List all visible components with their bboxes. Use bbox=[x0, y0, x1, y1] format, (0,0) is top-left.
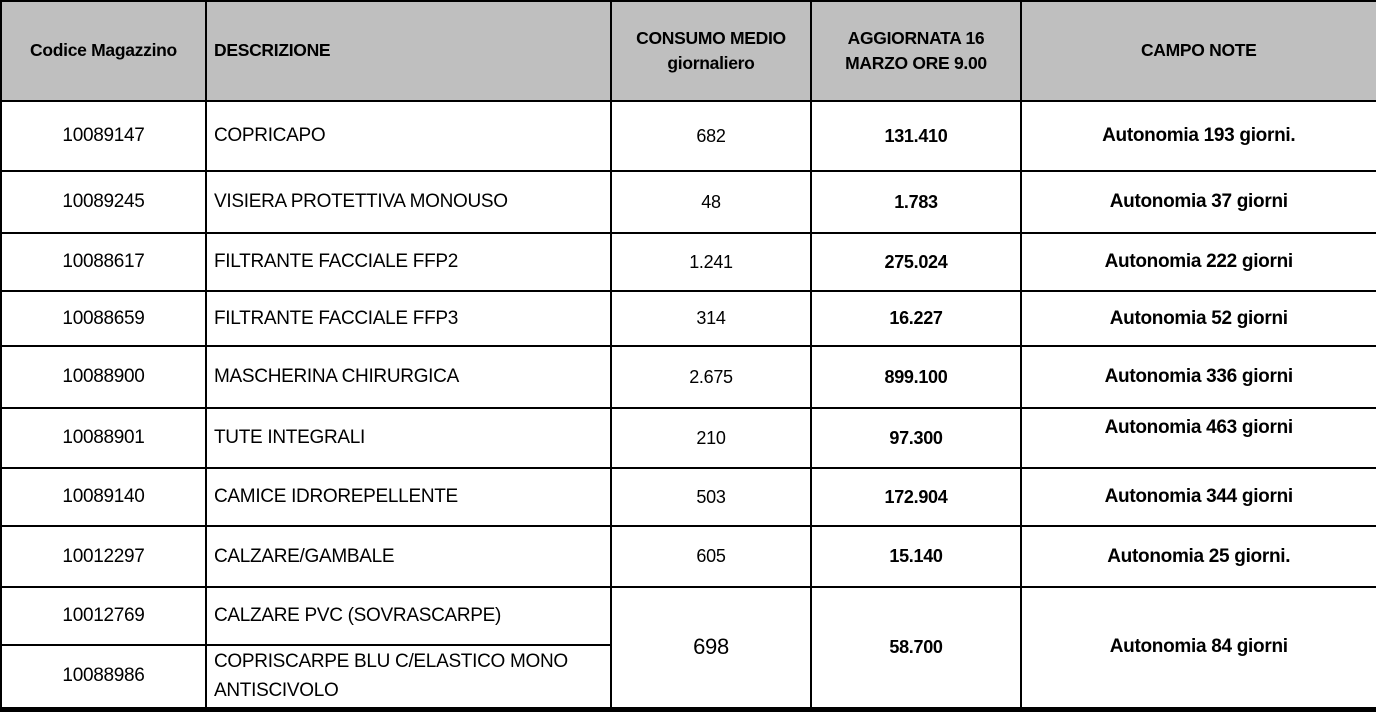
note-cell: Autonomia 463 giorni bbox=[1020, 407, 1376, 469]
consumo-cell: 682 bbox=[610, 100, 812, 172]
consumo-cell: 503 bbox=[610, 467, 812, 527]
table-row: 10089140 CAMICE IDROREPELLENTE 503 172.9… bbox=[0, 467, 1376, 527]
aggiornata-cell: 172.904 bbox=[810, 467, 1022, 527]
aggiornata-cell: 1.783 bbox=[810, 170, 1022, 234]
codice-cell: 10088986 bbox=[0, 644, 207, 710]
descrizione-cell: FILTRANTE FACCIALE FFP3 bbox=[205, 290, 612, 347]
table-header: Codice Magazzino DESCRIZIONE CONSUMO MED… bbox=[0, 0, 1376, 102]
note-cell: Autonomia 344 giorni bbox=[1020, 467, 1376, 527]
note-cell: Autonomia 25 giorni. bbox=[1020, 525, 1376, 588]
codice-cell: 10088900 bbox=[0, 345, 207, 409]
codice-cell: 10088901 bbox=[0, 407, 207, 469]
header-aggiornata-line2: MARZO ORE 9.00 bbox=[845, 53, 987, 73]
aggiornata-cell-merged: 58.700 bbox=[810, 586, 1022, 710]
aggiornata-cell: 131.410 bbox=[810, 100, 1022, 172]
aggiornata-cell: 97.300 bbox=[810, 407, 1022, 469]
codice-cell: 10089147 bbox=[0, 100, 207, 172]
table-row: 10089245 VISIERA PROTETTIVA MONOUSO 48 1… bbox=[0, 170, 1376, 234]
header-aggiornata-line1: AGGIORNATA 16 bbox=[847, 27, 985, 48]
aggiornata-cell: 275.024 bbox=[810, 232, 1022, 292]
header-aggiornata: AGGIORNATA 16 MARZO ORE 9.00 bbox=[810, 0, 1022, 102]
descrizione-cell: COPRISCARPE BLU C/ELASTICO MONO ANTISCIV… bbox=[205, 644, 612, 710]
codice-cell: 10089140 bbox=[0, 467, 207, 527]
codice-cell: 10012769 bbox=[0, 586, 207, 646]
table-row: 10088617 FILTRANTE FACCIALE FFP2 1.241 2… bbox=[0, 232, 1376, 292]
consumo-cell-merged: 698 bbox=[610, 586, 812, 710]
codice-cell: 10088617 bbox=[0, 232, 207, 292]
descrizione-cell: CALZARE PVC (SOVRASCARPE) bbox=[205, 586, 612, 646]
descrizione-cell: FILTRANTE FACCIALE FFP2 bbox=[205, 232, 612, 292]
table-row: 10089147 COPRICAPO 682 131.410 Autonomia… bbox=[0, 100, 1376, 172]
header-descrizione: DESCRIZIONE bbox=[205, 0, 612, 102]
consumo-cell: 48 bbox=[610, 170, 812, 234]
header-campo-note: CAMPO NOTE bbox=[1020, 0, 1376, 102]
codice-cell: 10089245 bbox=[0, 170, 207, 234]
note-cell: Autonomia 193 giorni. bbox=[1020, 100, 1376, 172]
descrizione-cell: CALZARE/GAMBALE bbox=[205, 525, 612, 588]
consumo-cell: 210 bbox=[610, 407, 812, 469]
consumo-cell: 1.241 bbox=[610, 232, 812, 292]
header-consumo-line1: CONSUMO MEDIO bbox=[636, 27, 786, 48]
descrizione-cell: COPRICAPO bbox=[205, 100, 612, 172]
header-consumo-line2: giornaliero bbox=[667, 53, 755, 73]
descrizione-cell: MASCHERINA CHIRURGICA bbox=[205, 345, 612, 409]
consumo-cell: 2.675 bbox=[610, 345, 812, 409]
table-row: 10012769 CALZARE PVC (SOVRASCARPE) 698 5… bbox=[0, 586, 1376, 710]
aggiornata-cell: 899.100 bbox=[810, 345, 1022, 409]
note-cell: Autonomia 37 giorni bbox=[1020, 170, 1376, 234]
aggiornata-cell: 15.140 bbox=[810, 525, 1022, 588]
consumo-cell: 605 bbox=[610, 525, 812, 588]
note-cell: Autonomia 336 giorni bbox=[1020, 345, 1376, 409]
aggiornata-cell: 16.227 bbox=[810, 290, 1022, 347]
table-row: 10088901 TUTE INTEGRALI 210 97.300 Auton… bbox=[0, 407, 1376, 469]
codice-cell: 10088659 bbox=[0, 290, 207, 347]
table-row: 10088659 FILTRANTE FACCIALE FFP3 314 16.… bbox=[0, 290, 1376, 347]
header-row: Codice Magazzino DESCRIZIONE CONSUMO MED… bbox=[0, 0, 1376, 102]
table-row: 10012297 CALZARE/GAMBALE 605 15.140 Auto… bbox=[0, 525, 1376, 588]
header-codice-magazzino: Codice Magazzino bbox=[0, 0, 207, 102]
descrizione-cell: VISIERA PROTETTIVA MONOUSO bbox=[205, 170, 612, 234]
table-row: 10088986 COPRISCARPE BLU C/ELASTICO MONO… bbox=[0, 644, 1376, 710]
consumo-cell: 314 bbox=[610, 290, 812, 347]
note-cell-merged: Autonomia 84 giorni bbox=[1020, 586, 1376, 710]
note-cell: Autonomia 222 giorni bbox=[1020, 232, 1376, 292]
header-consumo-medio: CONSUMO MEDIO giornaliero bbox=[610, 0, 812, 102]
codice-cell: 10012297 bbox=[0, 525, 207, 588]
descrizione-cell: TUTE INTEGRALI bbox=[205, 407, 612, 469]
table-row: 10088900 MASCHERINA CHIRURGICA 2.675 899… bbox=[0, 345, 1376, 409]
descrizione-cell: CAMICE IDROREPELLENTE bbox=[205, 467, 612, 527]
table-body: 10089147 COPRICAPO 682 131.410 Autonomia… bbox=[0, 100, 1376, 710]
note-cell: Autonomia 52 giorni bbox=[1020, 290, 1376, 347]
